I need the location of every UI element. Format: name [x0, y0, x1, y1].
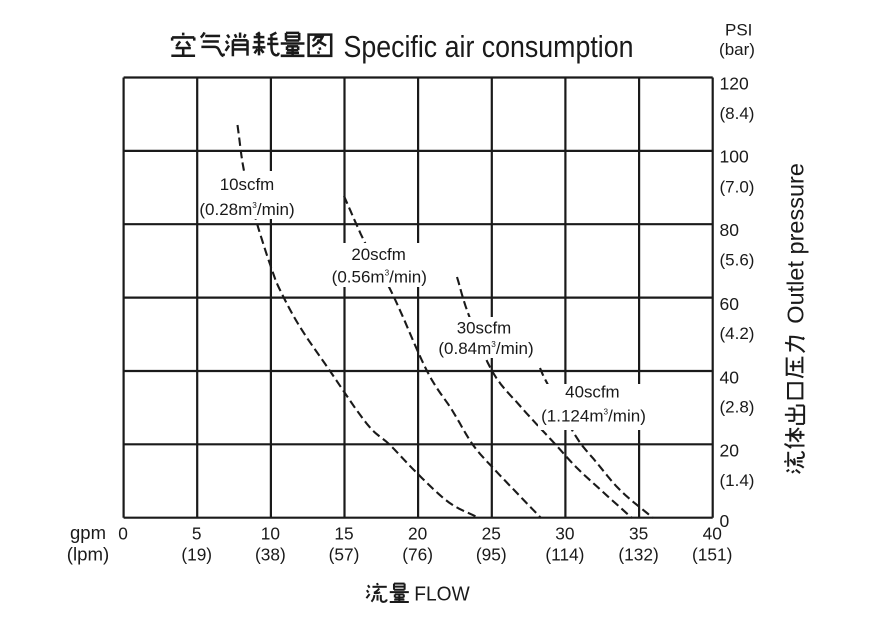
svg-text:(2.8): (2.8) [720, 398, 755, 417]
svg-text:(76): (76) [402, 545, 433, 565]
svg-text:5: 5 [192, 523, 202, 543]
svg-text:(4.2): (4.2) [720, 324, 755, 343]
svg-text:0: 0 [720, 511, 730, 531]
svg-text:20scfm: 20scfm [351, 245, 405, 264]
svg-text:FLOW: FLOW [414, 582, 470, 605]
svg-text:Outlet pressure: Outlet pressure [783, 163, 809, 324]
svg-text:(bar): (bar) [719, 40, 755, 59]
svg-text:(lpm): (lpm) [67, 543, 110, 564]
svg-text:(57): (57) [329, 545, 360, 565]
svg-text:40: 40 [703, 523, 722, 543]
svg-text:0: 0 [118, 523, 128, 543]
svg-text:20: 20 [408, 523, 427, 543]
svg-text:(7.0): (7.0) [720, 177, 755, 196]
svg-text:30scfm: 30scfm [457, 319, 511, 338]
svg-text:80: 80 [720, 220, 740, 240]
svg-text:gpm: gpm [70, 522, 106, 543]
svg-text:10scfm: 10scfm [220, 175, 274, 194]
svg-text:10: 10 [261, 523, 280, 543]
svg-text:(0.56m3/min): (0.56m3/min) [332, 268, 427, 287]
svg-text:(0.28m3/min): (0.28m3/min) [199, 200, 294, 219]
svg-text:15: 15 [334, 523, 353, 543]
svg-text:(38): (38) [255, 545, 286, 565]
svg-text:(19): (19) [181, 545, 212, 565]
svg-text:(151): (151) [692, 545, 732, 565]
svg-text:20: 20 [720, 441, 740, 461]
svg-text:40scfm: 40scfm [565, 383, 619, 402]
svg-text:40: 40 [720, 367, 740, 387]
svg-text:PSI: PSI [725, 20, 752, 39]
svg-text:35: 35 [629, 523, 648, 543]
svg-text:Specific air consumption: Specific air consumption [344, 30, 634, 64]
svg-text:30: 30 [555, 523, 574, 543]
svg-text:25: 25 [482, 523, 501, 543]
svg-text:(114): (114) [545, 545, 584, 565]
svg-text:(0.84m3/min): (0.84m3/min) [438, 339, 533, 358]
svg-text:100: 100 [720, 147, 749, 167]
svg-text:60: 60 [720, 294, 740, 314]
svg-text:(1.124m3/min): (1.124m3/min) [541, 407, 646, 426]
svg-text:(5.6): (5.6) [720, 251, 755, 270]
svg-text:(8.4): (8.4) [720, 104, 755, 123]
svg-text:120: 120 [720, 73, 749, 93]
svg-text:(1.4): (1.4) [720, 471, 755, 490]
svg-text:(95): (95) [476, 545, 507, 565]
svg-text:(132): (132) [618, 545, 658, 565]
